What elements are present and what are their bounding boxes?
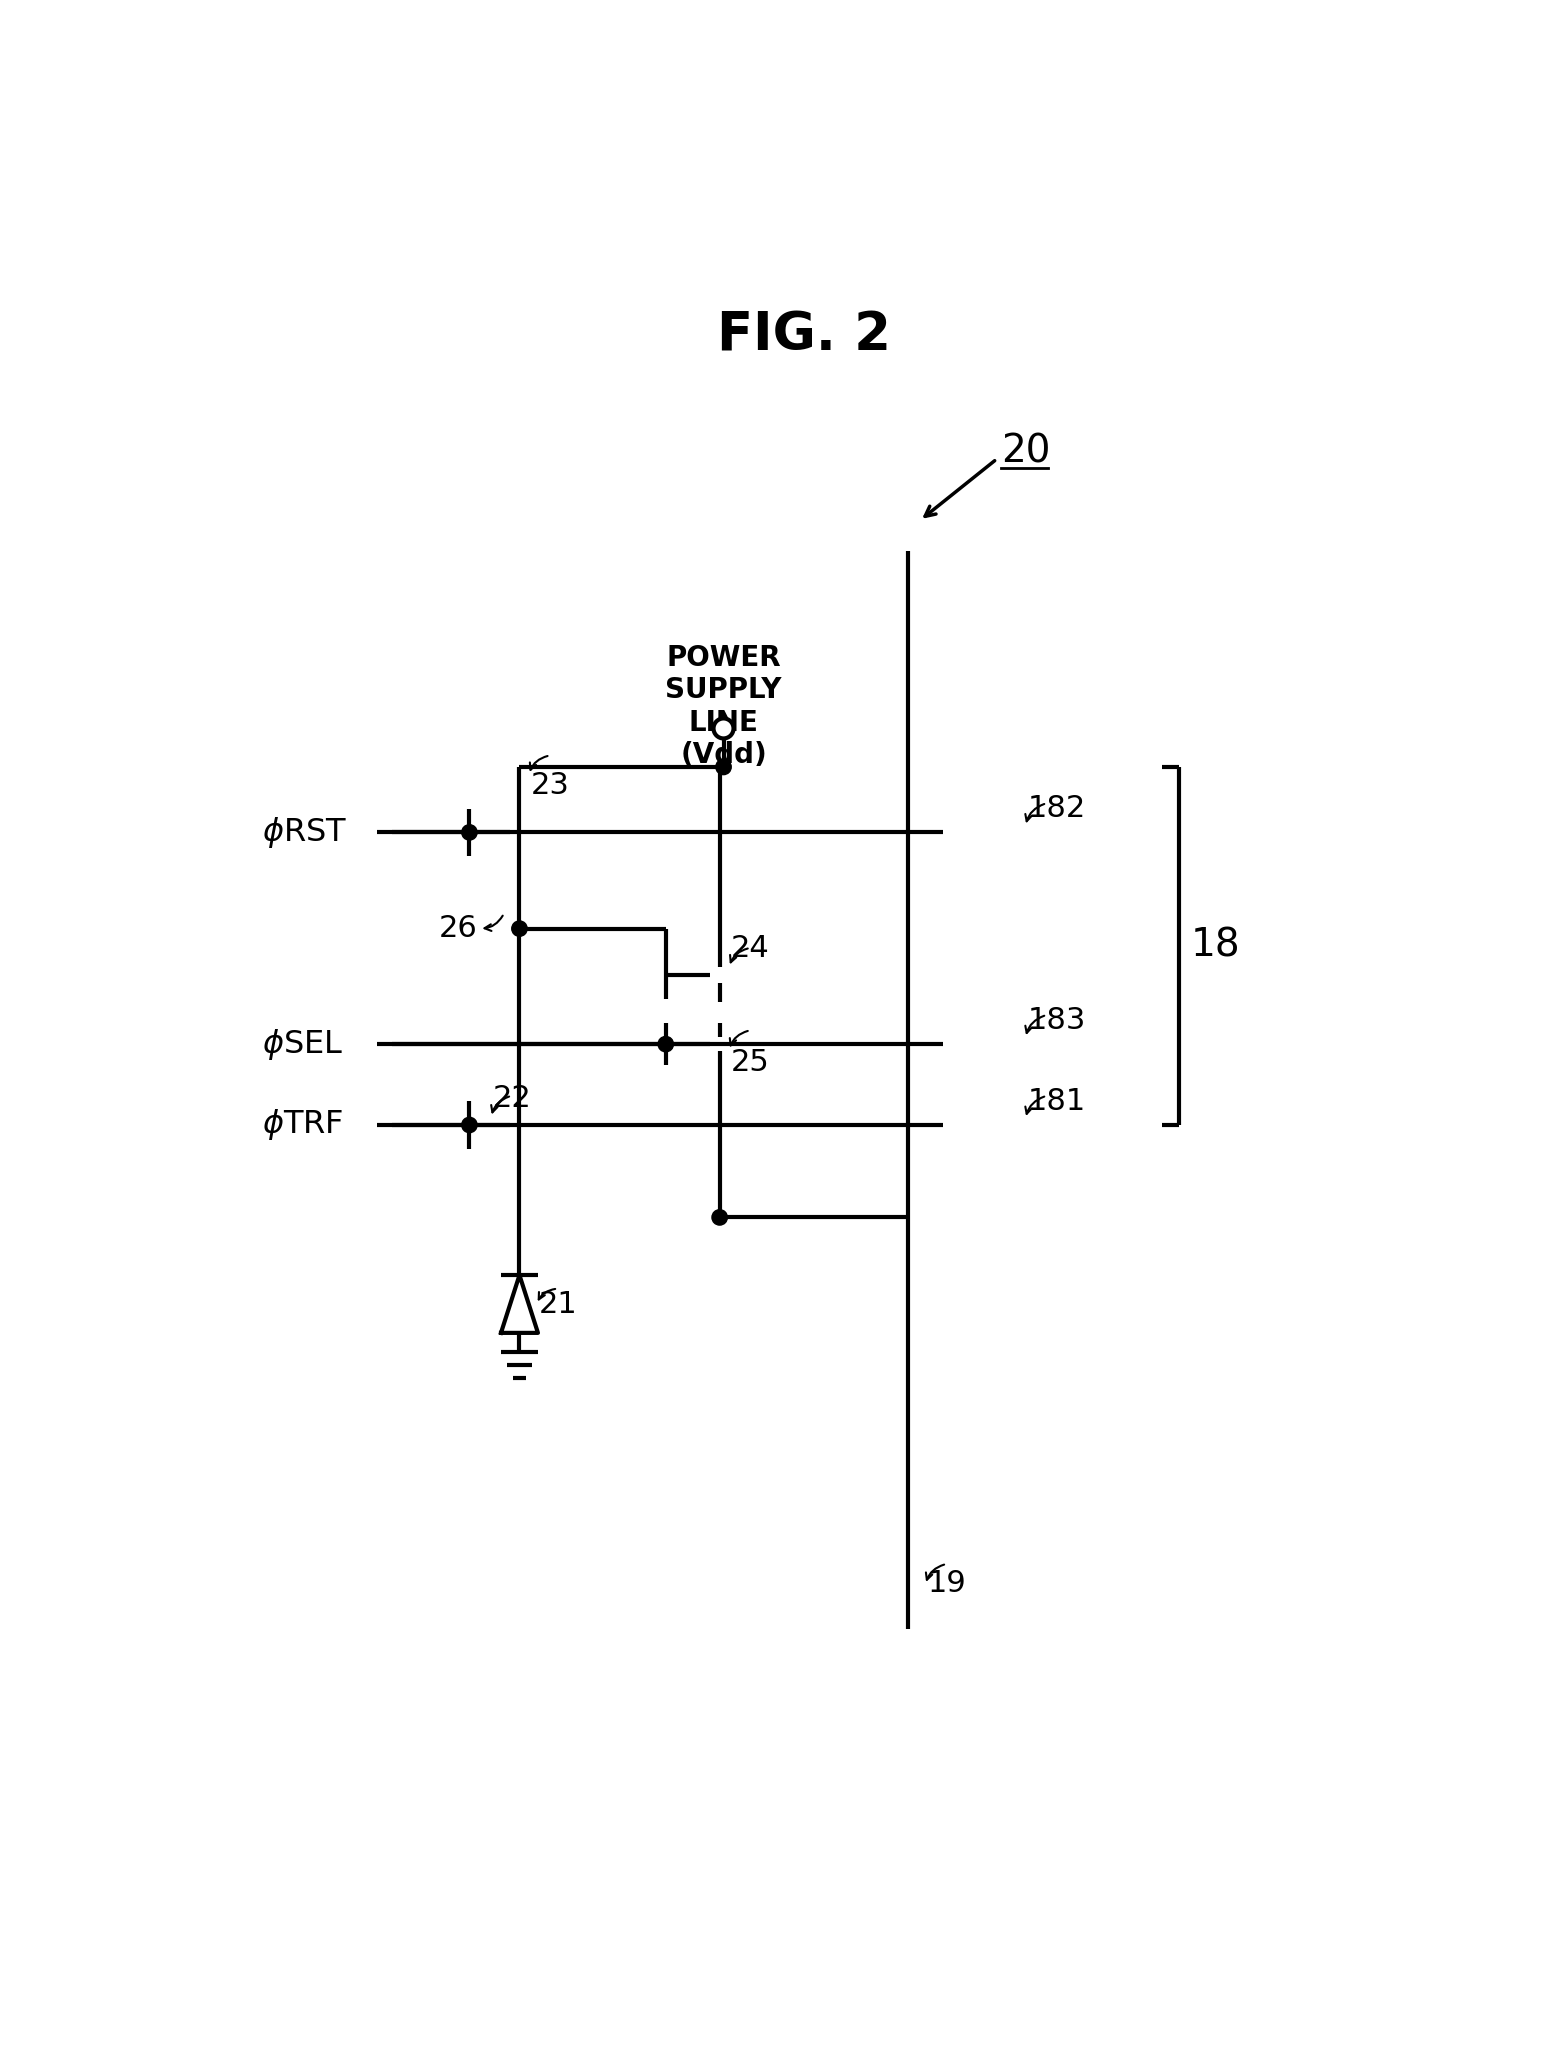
Text: 23: 23 <box>532 772 569 800</box>
Circle shape <box>511 921 527 935</box>
Circle shape <box>717 759 731 774</box>
Text: 20: 20 <box>1000 432 1051 471</box>
Text: 181: 181 <box>1027 1087 1087 1116</box>
Polygon shape <box>502 1275 538 1333</box>
Circle shape <box>712 1210 728 1224</box>
Text: 183: 183 <box>1027 1005 1087 1036</box>
Circle shape <box>713 718 734 739</box>
Text: 24: 24 <box>731 933 770 964</box>
Text: POWER
SUPPLY
LINE
(Vdd): POWER SUPPLY LINE (Vdd) <box>665 643 782 770</box>
Text: 21: 21 <box>539 1290 577 1318</box>
Text: 22: 22 <box>492 1085 532 1114</box>
Circle shape <box>461 825 477 839</box>
Text: 182: 182 <box>1027 794 1087 823</box>
Text: $\phi$TRF: $\phi$TRF <box>262 1107 343 1142</box>
Text: 26: 26 <box>439 915 477 944</box>
Text: 18: 18 <box>1192 927 1240 964</box>
Text: $\phi$SEL: $\phi$SEL <box>262 1028 343 1062</box>
Text: FIG. 2: FIG. 2 <box>717 309 891 362</box>
Text: $\phi$RST: $\phi$RST <box>262 815 347 850</box>
Text: 19: 19 <box>928 1568 966 1597</box>
Circle shape <box>461 1118 477 1132</box>
Circle shape <box>659 1036 674 1052</box>
Text: 25: 25 <box>731 1048 770 1077</box>
